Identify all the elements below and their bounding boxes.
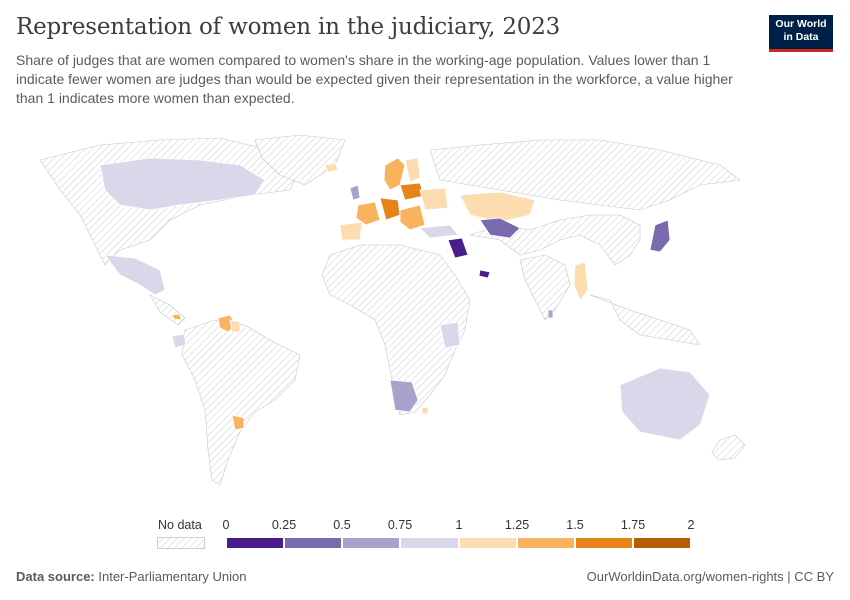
legend-bin-1[interactable] [226,537,284,549]
legend-tick-1-25: 1.25 [504,518,530,532]
map-japan [649,219,671,253]
map-ecuador [171,333,187,349]
map-suriname [229,319,241,333]
map-new-zealand-no-data [711,434,746,461]
legend-bin-7[interactable] [575,537,633,549]
map-myanmar [573,261,589,301]
legend-tick-1: 1 [455,518,463,532]
legend-tick-0-5: 0.5 [333,518,351,532]
legend-bin-2[interactable] [284,537,342,549]
map-uk [349,184,361,201]
legend-tick-0-75: 0.75 [387,518,413,532]
map-southeast-asia-no-data [589,294,701,346]
legend-bin-6[interactable] [517,537,575,549]
map-iceland [324,162,339,173]
map-iberia [339,221,363,241]
map-central-america-no-data [149,294,186,326]
map-kenya [439,321,461,349]
legend-no-data-swatch [157,537,205,549]
footer-links: OurWorldinData.org/women-rights | CC BY [586,569,834,584]
map-africa-no-data [321,244,471,416]
legend-tick-0-25: 0.25 [271,518,297,532]
map-finland-baltics [404,157,421,183]
map-eastern-europe [419,187,449,211]
map-south-america-no-data [181,319,301,486]
color-legend: No data 0 0.25 0.5 0.75 1 1.25 1.5 1.75 … [0,515,850,555]
map-namibia-botswana [389,379,419,413]
map-south-asia-no-data [519,254,571,321]
map-lesotho-area [421,406,429,415]
world-map[interactable] [0,130,850,505]
chart-title: Representation of women in the judiciary… [16,14,561,40]
map-france [355,201,381,226]
legend-tick-0: 0 [222,518,230,532]
map-sri-lanka [547,309,554,319]
legend-tick-1-5: 1.5 [566,518,584,532]
map-uae [478,269,491,279]
map-central-europe [379,197,401,221]
map-iraq [447,237,469,259]
logo-line-1: Our World [775,18,827,30]
data-source: Data source: Inter-Parliamentary Union [16,569,247,584]
map-turkey [419,224,459,239]
map-australia [619,367,711,441]
legend-bin-4[interactable] [400,537,459,549]
map-uruguay-area [231,414,245,431]
legend-bin-5[interactable] [459,537,517,549]
footer-url-link[interactable]: OurWorldinData.org/women-rights [586,569,784,584]
logo-line-2: in Data [783,31,819,43]
map-greenland-no-data [254,134,346,186]
map-russia-no-data [429,139,741,211]
data-source-value[interactable]: Inter-Parliamentary Union [98,569,247,584]
footer-license-link[interactable]: CC BY [794,569,834,584]
legend-bin-8[interactable] [633,537,691,549]
map-mexico [104,254,166,296]
chart-subtitle: Share of judges that are women compared … [16,52,733,106]
legend-tick-1-75: 1.75 [620,518,646,532]
map-kazakhstan [459,191,536,223]
map-balkans [399,204,426,231]
owid-logo[interactable]: Our World in Data [769,15,833,52]
map-costa-rica [171,313,182,321]
data-source-label: Data source: [16,569,95,584]
legend-bin-3[interactable] [342,537,400,549]
legend-no-data-label: No data [158,518,202,532]
map-central-asia [479,217,521,239]
legend-tick-2: 2 [687,518,695,532]
map-canada [99,157,266,211]
